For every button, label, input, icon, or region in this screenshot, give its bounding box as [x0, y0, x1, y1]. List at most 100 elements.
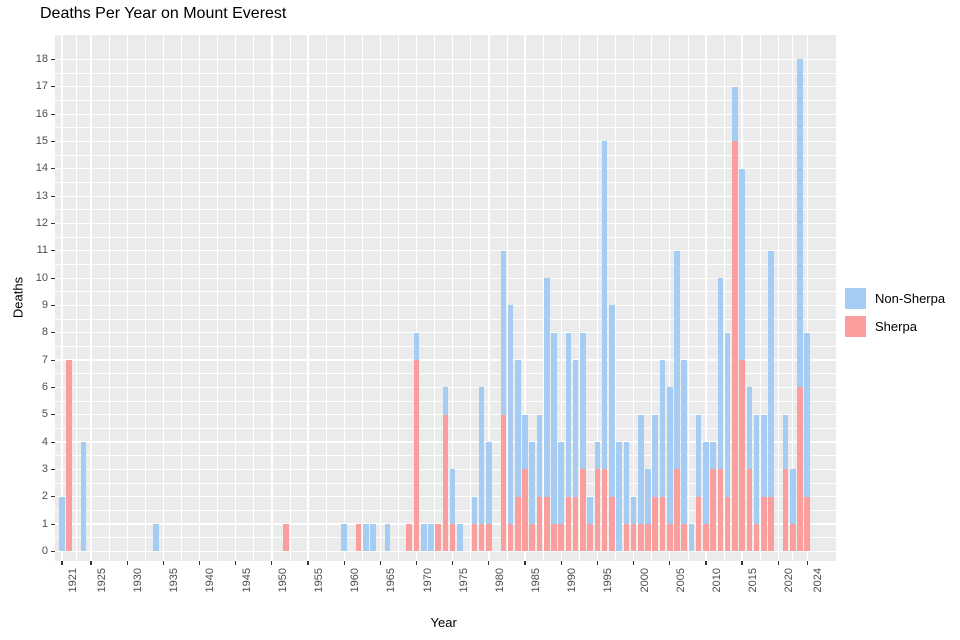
gridline-major [343, 35, 345, 561]
bar-segment-sherpa-2000 [630, 524, 637, 552]
y-tick-mark [51, 113, 55, 115]
bar-segment-non-sherpa-1980 [486, 442, 492, 525]
y-tick-mark [51, 550, 55, 553]
y-tick-label: 15 [35, 134, 48, 147]
gridline-minor [470, 35, 472, 561]
gridline-major [669, 35, 671, 561]
x-tick-label: 2000 [638, 568, 651, 593]
bar-segment-non-sherpa-1979 [478, 387, 485, 525]
x-tick-mark [705, 561, 707, 565]
bar-segment-sherpa-2016 [746, 469, 753, 552]
x-tick-mark [452, 561, 454, 565]
x-tick-label: 1985 [530, 568, 543, 593]
gridline-major [632, 35, 635, 561]
bar-segment-non-sherpa-1986 [529, 442, 536, 525]
y-tick-label: 9 [41, 298, 48, 311]
gridline-minor [253, 35, 255, 561]
gridline-minor [615, 35, 616, 561]
x-tick-label: 2015 [747, 568, 760, 593]
x-tick-mark [596, 561, 598, 565]
bar-segment-non-sherpa-2007 [681, 360, 687, 525]
gridline-major [55, 168, 836, 170]
legend-key-non-sherpa [845, 288, 866, 309]
bar-segment-sherpa-1983 [507, 524, 514, 552]
bar-segment-sherpa-2003 [652, 496, 659, 552]
gridline-minor [55, 236, 836, 238]
y-tick-label: 17 [35, 80, 48, 93]
y-tick-mark [51, 277, 55, 279]
gridline-major [55, 86, 836, 88]
bar-segment-non-sherpa-1984 [515, 360, 521, 497]
bar-segment-sherpa-1979 [478, 524, 485, 552]
bar-segment-non-sherpa-2010 [703, 442, 709, 525]
x-tick-label: 2020 [783, 568, 796, 593]
gridline-minor [687, 35, 689, 561]
bar-segment-non-sherpa-2012 [717, 278, 724, 470]
bar-segment-non-sherpa-2003 [652, 414, 659, 497]
bar-segment-sherpa-2002 [645, 524, 651, 552]
x-tick-label: 1995 [602, 568, 615, 593]
x-tick-label: 1970 [421, 568, 434, 593]
bar-segment-sherpa-2019 [768, 496, 774, 552]
bar-segment-sherpa-1986 [529, 524, 536, 552]
bar-segment-non-sherpa-2015 [739, 168, 745, 361]
bar-segment-sherpa-1991 [565, 496, 572, 552]
gridline-minor [723, 35, 725, 561]
bar-segment-sherpa-1974 [442, 414, 449, 552]
bar-segment-sherpa-2017 [753, 524, 760, 552]
gridline-minor [217, 35, 218, 561]
bar-segment-non-sherpa-1982 [500, 250, 507, 415]
y-tick-label: 14 [35, 162, 48, 175]
bar-segment-non-sherpa-1983 [507, 305, 514, 525]
bar-segment-sherpa-1962 [355, 524, 362, 552]
x-tick-label: 2010 [710, 568, 723, 593]
bar-segment-non-sherpa-2004 [659, 360, 666, 497]
gridline-major [488, 35, 490, 561]
bar-segment-non-sherpa-1991 [565, 332, 572, 497]
bar-segment-sherpa-2004 [659, 496, 666, 552]
bar-segment-non-sherpa-2011 [710, 442, 716, 470]
bar-segment-non-sherpa-1974 [442, 387, 449, 415]
legend-key-sherpa [845, 316, 866, 337]
bar-segment-non-sherpa-2018 [760, 414, 767, 497]
x-tick-mark [632, 561, 635, 565]
bar-segment-sherpa-2011 [710, 469, 716, 552]
gridline-major [777, 35, 779, 561]
bar-segment-sherpa-2005 [666, 524, 673, 552]
y-tick-mark [51, 359, 55, 361]
bar-segment-non-sherpa-1921 [59, 496, 65, 552]
bar-segment-non-sherpa-2000 [630, 496, 637, 525]
gridline-minor [55, 373, 836, 375]
bar-segment-sherpa-2018 [760, 496, 767, 552]
y-tick-label: 11 [36, 244, 48, 257]
bar-segment-sherpa-2015 [739, 360, 745, 552]
bar-segment-non-sherpa-1934 [153, 524, 159, 552]
x-tick-label: 1980 [493, 568, 506, 593]
bar-segment-sherpa-1993 [580, 469, 586, 552]
gridline-minor [759, 35, 761, 561]
bar-segment-non-sherpa-2024 [804, 332, 810, 497]
y-tick-mark [51, 58, 55, 61]
gridline-minor [108, 35, 110, 561]
bar-segment-non-sherpa-1988 [543, 278, 550, 497]
gridline-minor [792, 35, 794, 561]
y-tick-label: 16 [35, 107, 48, 120]
gridline-minor [55, 127, 836, 129]
bar-segment-sherpa-1997 [609, 496, 615, 552]
gridline-minor [55, 209, 836, 211]
y-tick-label: 3 [41, 462, 48, 475]
bar-segment-sherpa-1922 [66, 360, 73, 552]
y-tick-label: 6 [41, 380, 48, 393]
y-tick-label: 13 [35, 189, 48, 202]
bar-segment-sherpa-2022 [789, 524, 796, 552]
gridline-major [162, 35, 164, 561]
y-tick-label: 12 [35, 216, 48, 229]
bar-segment-sherpa-2021 [782, 469, 789, 552]
x-tick-mark [343, 561, 345, 565]
bar-segment-non-sherpa-2008 [688, 524, 695, 552]
gridline-major [61, 35, 63, 561]
gridline-major [55, 332, 836, 334]
y-tick-mark [51, 304, 55, 307]
y-tick-label: 1 [41, 517, 48, 530]
y-tick-mark [51, 195, 55, 197]
